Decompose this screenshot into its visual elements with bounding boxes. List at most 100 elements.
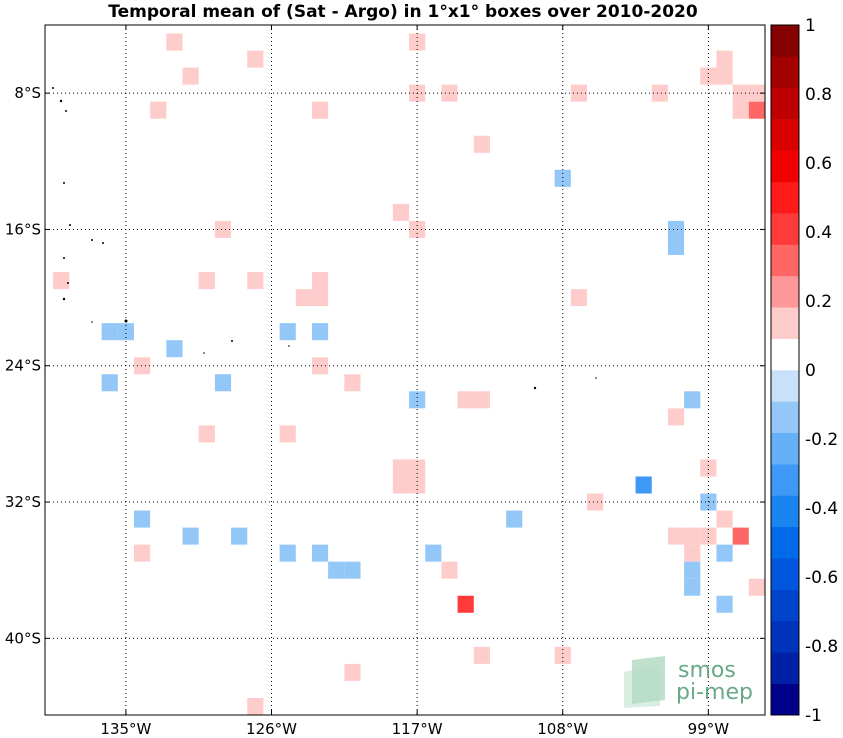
colorbar-frame (770, 24, 800, 716)
grid-cell (53, 272, 70, 290)
grid-cell (409, 391, 426, 409)
grid-cell (295, 289, 312, 307)
colorbar-tick-label: -0.8 (805, 637, 838, 657)
x-tick-label: 126°W (246, 720, 297, 738)
grid-cell (425, 544, 442, 562)
grid-cell (166, 340, 183, 358)
island-dot (62, 297, 66, 301)
island-dot (595, 377, 597, 379)
grid-cell (700, 67, 717, 85)
grid-cell (570, 84, 588, 102)
grid-cell (716, 595, 733, 613)
grid-cell (570, 289, 588, 307)
grid-cell (311, 544, 329, 562)
island-dot (67, 282, 69, 284)
grid-cell (554, 169, 571, 187)
grid-cell (101, 374, 118, 392)
grid-cell (457, 595, 474, 613)
island-dot (533, 386, 537, 390)
grid-cell (133, 544, 151, 562)
grid-cell (166, 33, 183, 51)
grid-cell (392, 476, 410, 494)
island-dot (63, 257, 65, 259)
grid-cell (311, 101, 329, 119)
grid-cell (231, 527, 248, 545)
grid-cell (716, 544, 733, 562)
grid-cell (667, 237, 685, 255)
colorbar-segment (771, 56, 799, 89)
grid-cell (716, 67, 733, 85)
colorbar: 1 0.8 0.6 0.4 0.2 0 -0.2 -0.4 -0.6 -0.8 -1 (770, 16, 838, 726)
colorbar-tick-label: 0.4 (805, 223, 832, 243)
colorbar-segment (771, 620, 799, 653)
grid-cell (554, 646, 571, 664)
grid-cell (732, 84, 749, 102)
logo-text-pimep: pi-mep (676, 680, 753, 705)
map-background (45, 25, 765, 715)
colorbar-segment (771, 432, 799, 465)
y-tick-label: 40°S (5, 629, 41, 647)
grid-cell (716, 50, 733, 68)
grid-cell (133, 510, 151, 528)
grid-cell (214, 374, 232, 392)
grid-cell (198, 272, 215, 290)
grid-cell (441, 561, 458, 579)
grid-cell (117, 323, 134, 341)
island-dot (231, 340, 233, 342)
grid-cell (311, 357, 329, 375)
grid-cell (311, 289, 329, 307)
grid-cell (409, 33, 426, 51)
grid-cell (700, 459, 717, 477)
grid-cell (700, 527, 717, 545)
island-dot (63, 182, 65, 184)
colorbar-segment (771, 652, 799, 684)
x-axis: 135°W 126°W 117°W 108°W 99°W (100, 25, 729, 738)
colorbar-segment (771, 589, 799, 622)
island-dot (288, 345, 290, 347)
grid-cell (247, 272, 264, 290)
colorbar-tick-label: -1 (805, 706, 822, 726)
colorbar-segment (771, 495, 799, 528)
grid-cell (473, 135, 490, 153)
grid-cell (344, 374, 361, 392)
grid-cell (457, 391, 474, 409)
grid-cell (344, 663, 361, 681)
colorbar-segment (771, 338, 799, 371)
y-tick-label: 32°S (5, 493, 41, 511)
colorbar-tick-label: 0 (805, 361, 816, 381)
colorbar-tick-label: -0.6 (805, 568, 838, 588)
x-tick-label: 108°W (537, 720, 588, 738)
colorbar-segment (771, 683, 799, 716)
grid-cell (473, 646, 490, 664)
grid-cell (473, 391, 490, 409)
colorbar-segment (771, 119, 799, 151)
island-dot (69, 224, 71, 226)
grid-cell (392, 203, 410, 221)
colorbar-segment (771, 213, 799, 245)
map-plot-area: 135°W 126°W 117°W 108°W 99°W 8°S 16°S 24°S 32°S… (5, 24, 766, 738)
island-dot (124, 319, 128, 323)
grid-cell (684, 391, 701, 409)
colorbar-segment (771, 558, 799, 590)
grid-cell (214, 220, 232, 238)
grid-cell (732, 527, 749, 545)
island-dot (203, 352, 205, 354)
grid-cell (587, 493, 604, 511)
colorbar-segment (771, 275, 799, 308)
smos-pi-mep-logo: smos pi-mep (624, 656, 753, 708)
grid-cell (101, 323, 118, 341)
island-dot (91, 321, 93, 323)
colorbar-tick-label: -0.4 (805, 499, 838, 519)
grid-cell (279, 544, 296, 562)
x-tick-label: 135°W (100, 720, 151, 738)
grid-cell (748, 578, 765, 596)
grid-cell (247, 50, 264, 68)
y-tick-label: 16°S (5, 220, 41, 238)
grid-cell (667, 527, 685, 545)
colorbar-segment (771, 25, 799, 57)
grid-cell (328, 561, 345, 579)
grid-cell (392, 459, 410, 477)
x-tick-label: 99°W (688, 720, 730, 738)
island-dot (52, 87, 54, 89)
colorbar-segment (771, 526, 799, 559)
